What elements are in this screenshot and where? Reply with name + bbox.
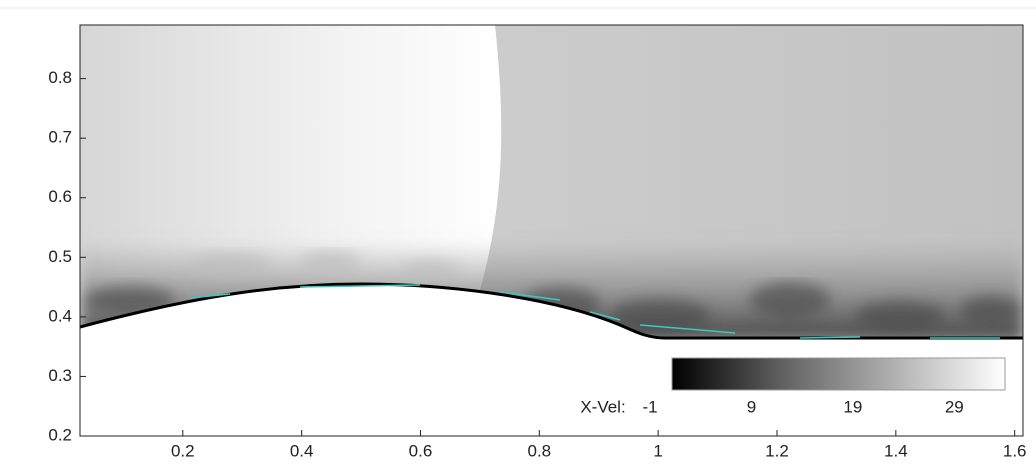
x-tick-label: 1	[653, 441, 662, 460]
y-tick-label: 0.2	[48, 425, 72, 444]
x-tick-label: 0.2	[171, 441, 195, 460]
y-tick-label: 0.5	[48, 247, 72, 266]
x-tick-label: 0.6	[409, 441, 433, 460]
colorbar-label: X-Vel:	[580, 397, 625, 416]
x-tick-label: 0.4	[290, 441, 314, 460]
colorbar-tick-label: 9	[747, 397, 756, 416]
y-tick-label: 0.6	[48, 187, 72, 206]
x-tick-label: 0.8	[527, 441, 551, 460]
y-tick-label: 0.8	[48, 68, 72, 87]
y-tick-label: 0.7	[48, 128, 72, 147]
x-tick-label: 1.4	[884, 441, 908, 460]
field	[80, 25, 1023, 436]
y-tick-label: 0.3	[48, 366, 72, 385]
plot-frame	[79, 24, 1024, 437]
y-tick-label: 0.4	[48, 306, 72, 325]
x-tick-label: 1.2	[765, 441, 789, 460]
colorbar-tick-label: 19	[843, 397, 862, 416]
colorbar-tick-label: 29	[945, 397, 964, 416]
colorbar-tick-label: -1	[642, 397, 657, 416]
colorbar	[671, 357, 1006, 391]
x-tick-label: 1.6	[1003, 441, 1027, 460]
